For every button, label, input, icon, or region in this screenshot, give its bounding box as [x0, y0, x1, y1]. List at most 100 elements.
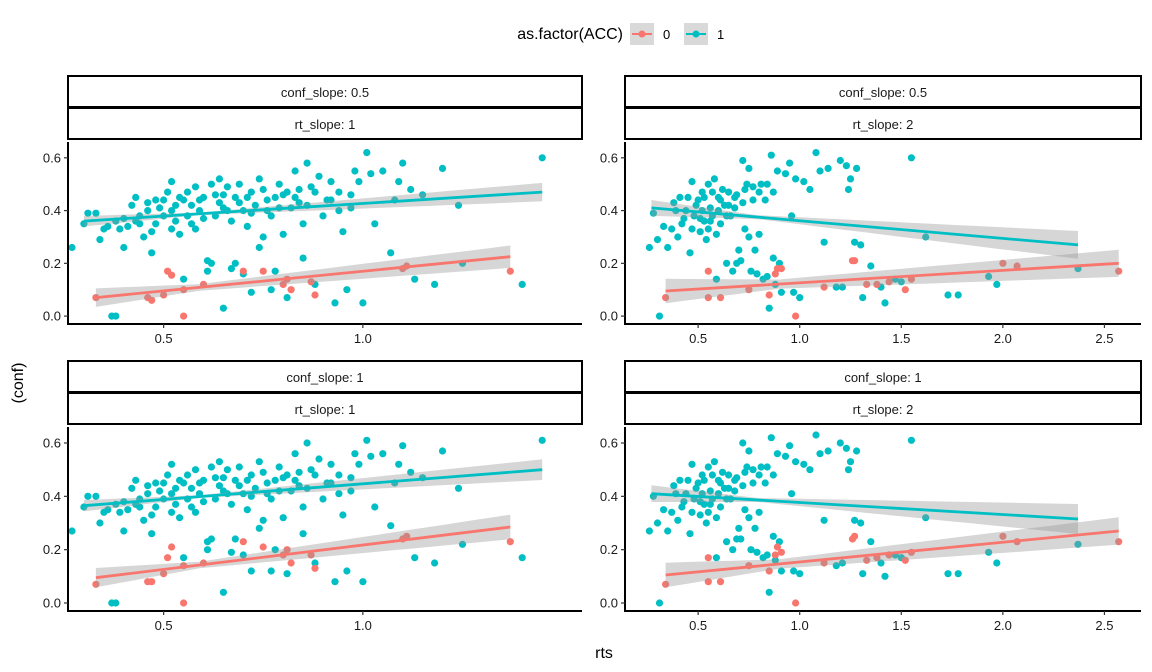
data-point-acc-1: [696, 511, 704, 519]
data-point-acc-1: [96, 519, 104, 527]
data-point-acc-1: [792, 458, 800, 466]
data-point-acc-1: [327, 460, 335, 468]
data-point-acc-1: [399, 159, 407, 167]
data-point-acc-1: [731, 487, 739, 495]
data-point-acc-1: [846, 175, 855, 183]
data-point-acc-1: [716, 503, 725, 511]
data-point-acc-1: [712, 514, 721, 522]
data-point-acc-1: [120, 243, 128, 252]
data-point-acc-0: [160, 291, 168, 299]
data-point-acc-0: [851, 532, 859, 540]
data-point-acc-1: [235, 482, 243, 490]
data-point-acc-1: [172, 500, 180, 508]
data-point-acc-1: [239, 551, 247, 559]
data-point-acc-0: [704, 294, 712, 302]
data-point-acc-1: [191, 183, 200, 191]
panel-cs1-rt1: conf_slope: 1 rt_slope: 1 0.0 0.2 0.4 0.6 0.5 1…: [43, 360, 583, 633]
data-point-acc-1: [275, 180, 283, 188]
panel-cs1-rt2: conf_slope: 1 rt_slope: 2 0.0 0.2 0.4 0.6 0.5 1…: [600, 360, 1142, 633]
data-point-acc-1: [842, 162, 851, 170]
data-point-acc-0: [662, 294, 670, 302]
data-point-acc-1: [838, 559, 847, 567]
data-point-acc-1: [291, 450, 299, 458]
data-point-acc-1: [676, 476, 684, 484]
data-point-acc-1: [747, 546, 755, 554]
data-point-acc-1: [315, 172, 323, 180]
data-point-acc-1: [954, 570, 962, 578]
data-point-acc-1: [664, 243, 672, 252]
data-point-acc-0: [287, 286, 295, 294]
data-point-acc-1: [187, 220, 196, 228]
data-point-acc-1: [180, 554, 188, 562]
data-point-acc-1: [183, 471, 192, 479]
data-point-acc-1: [331, 299, 339, 307]
data-point-acc-1: [897, 278, 905, 286]
data-point-acc-1: [820, 516, 828, 524]
data-point-acc-1: [363, 436, 371, 444]
data-point-acc-1: [538, 436, 546, 444]
data-point-acc-1: [454, 201, 463, 209]
data-point-acc-1: [168, 460, 176, 468]
data-point-acc-1: [259, 468, 267, 476]
data-point-acc-1: [215, 175, 223, 183]
data-point-acc-1: [191, 466, 200, 474]
strip-label: rt_slope: 1: [295, 117, 356, 132]
data-point-acc-1: [303, 159, 311, 167]
data-point-acc-1: [781, 452, 790, 460]
data-point-acc-1: [816, 450, 824, 458]
x-tick-label: 1.5: [892, 331, 910, 346]
fit-line-acc-1: [651, 492, 1079, 521]
y-tick-label: 0.0: [43, 596, 61, 611]
data-point-acc-0: [820, 559, 828, 567]
data-point-acc-1: [211, 191, 219, 199]
data-point-acc-1: [867, 538, 875, 546]
data-point-acc-1: [712, 554, 721, 562]
data-point-acc-1: [267, 495, 275, 503]
data-point-acc-1: [347, 191, 355, 199]
data-point-acc-1: [708, 471, 717, 479]
data-point-acc-1: [172, 484, 180, 492]
data-point-acc-1: [832, 562, 840, 570]
data-point-acc-1: [438, 447, 447, 455]
data-point-acc-1: [128, 201, 136, 209]
data-point-acc-1: [454, 484, 463, 492]
data-point-acc-1: [363, 149, 371, 157]
data-point-acc-0: [901, 556, 909, 564]
data-point-acc-1: [359, 578, 367, 586]
data-point-acc-1: [367, 452, 375, 460]
data-point-acc-1: [712, 230, 721, 238]
data-point-acc-1: [259, 516, 267, 524]
data-point-acc-1: [299, 220, 307, 228]
data-point-acc-1: [692, 484, 700, 492]
data-point-acc-1: [755, 188, 763, 196]
data-point-acc-1: [700, 193, 708, 201]
data-point-acc-1: [351, 167, 359, 175]
data-point-acc-1: [985, 272, 993, 281]
data-point-acc-1: [655, 599, 664, 607]
data-point-acc-0: [777, 548, 786, 556]
data-point-acc-0: [168, 271, 176, 279]
data-point-acc-1: [777, 288, 786, 296]
data-point-acc-1: [761, 196, 769, 204]
data-point-acc-1: [792, 175, 800, 183]
data-point-acc-1: [283, 188, 291, 196]
panels: conf_slope: 0.5 rt_slope: 1 0.0 0.2 0.4 0.6 0.…: [43, 75, 1142, 633]
data-point-acc-1: [688, 178, 696, 186]
data-point-acc-1: [355, 178, 363, 186]
data-point-acc-1: [271, 546, 279, 554]
data-point-acc-0: [259, 267, 267, 275]
data-point-acc-1: [215, 482, 223, 490]
data-point-acc-1: [335, 207, 343, 215]
data-point-acc-1: [767, 151, 775, 159]
data-point-acc-1: [832, 283, 840, 291]
data-point-acc-1: [92, 209, 100, 217]
y-tick-label: 0.2: [600, 256, 618, 271]
data-point-acc-1: [844, 466, 853, 474]
data-point-acc-1: [796, 570, 804, 578]
data-point-acc-1: [877, 559, 885, 567]
data-point-acc-1: [207, 535, 215, 543]
data-point-acc-1: [731, 204, 739, 212]
data-point-acc-1: [231, 535, 239, 543]
data-point-acc-0: [999, 259, 1007, 267]
